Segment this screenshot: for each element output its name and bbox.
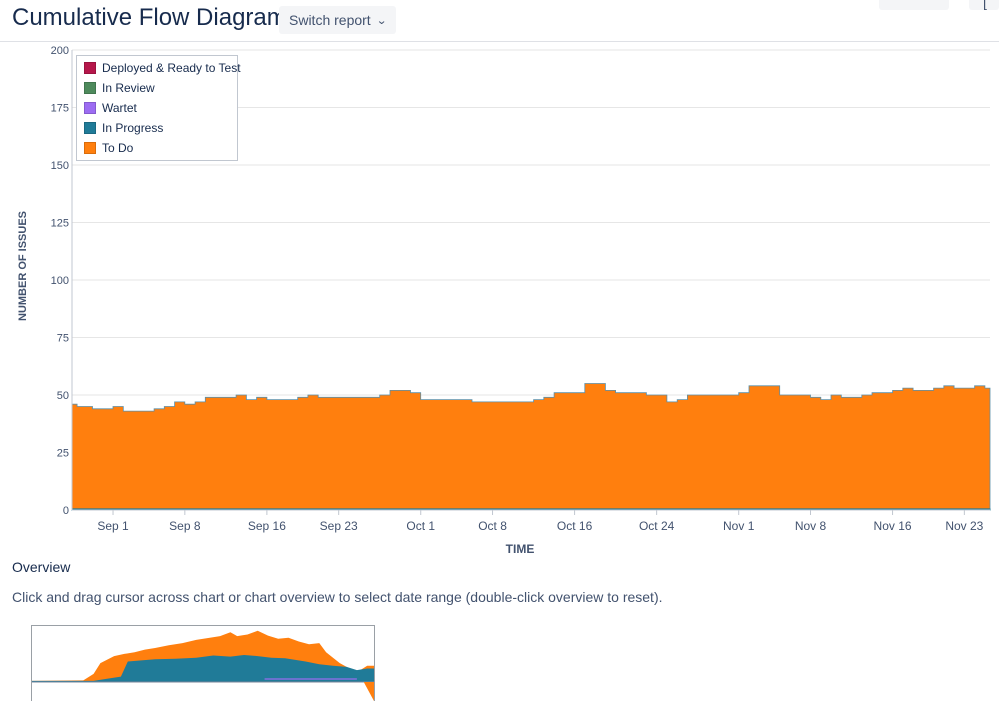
- fullscreen-icon: [: [983, 0, 987, 10]
- x-tick-label: Nov 23: [945, 519, 983, 533]
- legend-swatch: [84, 62, 96, 74]
- legend-label: To Do: [102, 141, 134, 155]
- overview-description: Click and drag cursor across chart or ch…: [12, 589, 663, 605]
- chart-overview[interactable]: [31, 625, 375, 701]
- chart-axes: [71, 50, 990, 515]
- overview-area-in-progress: [32, 655, 374, 682]
- x-tick-label: Nov 1: [723, 519, 755, 533]
- y-tick-label: 50: [57, 390, 69, 402]
- header-action-button[interactable]: [879, 0, 949, 10]
- y-tick-label: 175: [51, 103, 69, 115]
- legend-swatch: [84, 82, 96, 94]
- legend-item[interactable]: In Progress: [84, 120, 163, 136]
- x-tick-label: Sep 8: [169, 519, 201, 533]
- switch-report-label: Switch report: [289, 12, 371, 28]
- y-tick-label: 150: [51, 160, 69, 172]
- cumulative-flow-chart[interactable]: 0 25 50 75 100 125 150 175 200 Sep 1 Sep 8 Sep 16 Se…: [0, 41, 999, 560]
- y-tick-label: 25: [57, 448, 69, 460]
- overview-baseline-area: [32, 682, 374, 701]
- legend-label: In Review: [102, 81, 155, 95]
- legend-item[interactable]: Deployed & Ready to Test: [84, 60, 241, 76]
- legend-swatch: [84, 122, 96, 134]
- chevron-down-icon: ⌄: [375, 14, 387, 27]
- x-tick-label: Oct 24: [639, 519, 675, 533]
- legend-swatch: [84, 102, 96, 114]
- overview-area-dip: [363, 682, 374, 701]
- series-area-to-do[interactable]: [71, 383, 991, 511]
- page-title: Cumulative Flow Diagram: [12, 4, 287, 31]
- chart-tick-labels: 0 25 50 75 100 125 150 175 200 Sep 1 Sep 8 Sep 16 Se…: [51, 45, 984, 533]
- x-tick-label: Oct 8: [478, 519, 507, 533]
- x-tick-label: Nov 16: [874, 519, 912, 533]
- y-tick-label: 125: [51, 218, 69, 230]
- x-tick-label: Sep 1: [97, 519, 129, 533]
- x-tick-label: Oct 16: [557, 519, 593, 533]
- legend-item[interactable]: In Review: [84, 80, 155, 96]
- x-tick-label: Sep 23: [320, 519, 358, 533]
- y-tick-label: 200: [51, 45, 69, 57]
- legend-label: Deployed & Ready to Test: [102, 61, 241, 75]
- report-header: Cumulative Flow Diagram Switch report ⌄ …: [0, 0, 999, 42]
- overview-title: Overview: [12, 559, 71, 575]
- y-axis-label: NUMBER OF ISSUES: [17, 211, 29, 321]
- overview-chart[interactable]: [32, 626, 374, 701]
- legend-swatch: [84, 142, 96, 154]
- switch-report-button[interactable]: Switch report ⌄: [279, 6, 396, 34]
- legend-item[interactable]: To Do: [84, 140, 133, 156]
- y-tick-label: 0: [63, 505, 69, 517]
- legend-item[interactable]: Wartet: [84, 100, 137, 116]
- chart-legend: Deployed & Ready to Test In Review Wartet I…: [76, 55, 241, 161]
- y-tick-label: 75: [57, 333, 69, 345]
- fullscreen-button[interactable]: [969, 0, 999, 10]
- x-tick-label: Oct 1: [406, 519, 435, 533]
- y-tick-label: 100: [51, 275, 69, 287]
- overview-area-wartet: [264, 678, 357, 680]
- legend-label: In Progress: [102, 121, 164, 135]
- x-tick-label: Sep 16: [248, 519, 286, 533]
- legend-label: Wartet: [102, 101, 137, 115]
- chart-areas[interactable]: [71, 383, 991, 511]
- x-tick-label: Nov 8: [795, 519, 827, 533]
- x-axis-label: TIME: [506, 542, 535, 556]
